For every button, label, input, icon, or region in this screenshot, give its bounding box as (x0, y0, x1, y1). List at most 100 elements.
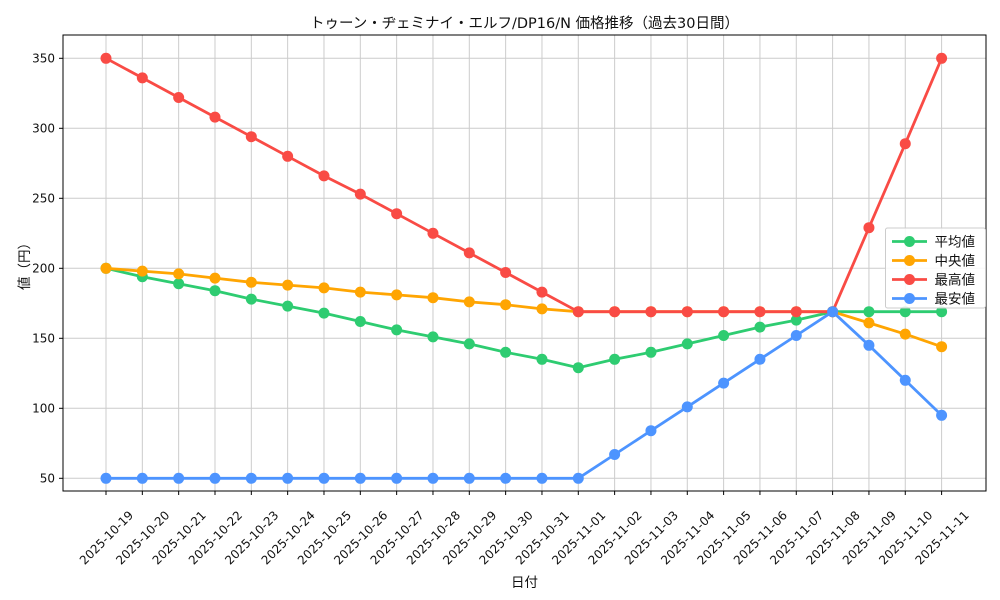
data-point-min (354, 472, 366, 484)
data-point-max (463, 247, 475, 259)
legend-swatch-marker-max (904, 274, 915, 285)
data-point-avg (645, 346, 657, 358)
data-point-avg (354, 316, 366, 327)
data-point-min (463, 472, 475, 484)
data-point-min (609, 449, 621, 460)
data-point-max (427, 227, 439, 239)
data-point-max (936, 52, 948, 64)
data-point-median (536, 303, 548, 315)
plot-border (62, 34, 987, 492)
data-point-avg (245, 293, 257, 305)
data-point-min (245, 472, 257, 484)
data-point-median (463, 296, 475, 308)
data-point-min (936, 409, 948, 421)
legend-label-max: 最高値 (935, 271, 976, 288)
data-point-avg (899, 306, 911, 318)
data-point-max (100, 52, 112, 64)
data-point-max (245, 131, 257, 143)
series-line-max (104, 56, 943, 314)
legend-label-avg: 平均値 (935, 234, 976, 250)
data-point-max (536, 286, 548, 298)
data-point-avg (863, 306, 875, 318)
y-tick-label: 300 (32, 121, 55, 135)
data-point-min (754, 353, 766, 365)
data-point-median (136, 265, 148, 277)
x-axis-label: 日付 (511, 575, 538, 591)
data-point-min (391, 472, 403, 484)
data-point-min (899, 374, 911, 386)
data-point-median (863, 317, 875, 329)
data-point-median (899, 328, 911, 340)
y-tick-label: 50 (40, 471, 55, 485)
data-point-min (645, 425, 657, 437)
series-line-min (104, 310, 943, 480)
data-point-avg (173, 278, 185, 290)
data-point-avg (536, 353, 548, 365)
data-point-max (718, 306, 730, 318)
data-point-max (899, 138, 911, 150)
data-point-min (863, 339, 875, 351)
data-point-max (790, 306, 802, 318)
data-point-max (681, 306, 693, 318)
data-point-avg (391, 324, 403, 336)
data-point-max (500, 267, 512, 278)
data-point-avg (609, 353, 621, 365)
data-point-median (936, 341, 948, 353)
data-point-min (718, 377, 730, 389)
data-point-avg (790, 314, 802, 326)
data-point-min (173, 472, 185, 484)
legend-swatch-marker-min (904, 293, 915, 304)
data-point-max (173, 92, 185, 103)
data-point-median (318, 282, 330, 294)
data-point-median (209, 272, 221, 284)
data-point-max (863, 222, 875, 234)
data-point-max (645, 306, 657, 318)
data-point-median (427, 292, 439, 304)
data-point-min (827, 306, 839, 318)
legend-swatch-marker-median (904, 255, 915, 266)
data-point-avg (936, 306, 948, 318)
data-point-min (209, 472, 221, 484)
data-point-avg (681, 338, 693, 350)
data-point-median (173, 268, 185, 280)
data-point-min (536, 472, 548, 484)
data-point-avg (718, 330, 730, 341)
data-point-min (681, 401, 693, 413)
data-point-min (427, 472, 439, 484)
data-point-avg (572, 362, 584, 374)
data-point-median (354, 286, 366, 298)
data-point-avg (754, 321, 766, 333)
data-point-median (100, 262, 112, 274)
data-point-avg (500, 346, 512, 358)
data-point-min (100, 472, 112, 484)
legend-box (885, 227, 986, 309)
data-point-avg (427, 331, 439, 343)
data-point-min (790, 330, 802, 341)
y-tick-label: 150 (32, 331, 55, 345)
data-point-avg (209, 285, 221, 297)
data-point-median (500, 299, 512, 311)
data-point-min (282, 472, 294, 484)
data-point-avg (282, 300, 294, 312)
data-point-max (391, 208, 403, 220)
y-tick-label: 350 (32, 51, 55, 65)
data-point-max (318, 170, 330, 182)
chart-title: トゥーン・ヂェミナイ・エルフ/DP16/N 価格推移（過去30日間） (309, 16, 740, 32)
legend-label-min: 最安値 (935, 291, 976, 307)
data-point-max (209, 111, 221, 123)
data-point-median (391, 289, 403, 301)
data-point-max (354, 188, 366, 200)
series-line-avg (104, 266, 943, 370)
y-tick-label: 200 (32, 261, 55, 275)
data-point-avg (318, 307, 330, 319)
series-line-median (104, 266, 943, 349)
data-point-max (609, 306, 621, 318)
data-point-max (754, 306, 766, 318)
data-point-avg (463, 338, 475, 350)
legend-swatch-marker-avg (904, 236, 915, 247)
data-point-max (572, 306, 584, 318)
data-point-median (282, 279, 294, 291)
data-point-median (245, 276, 257, 288)
